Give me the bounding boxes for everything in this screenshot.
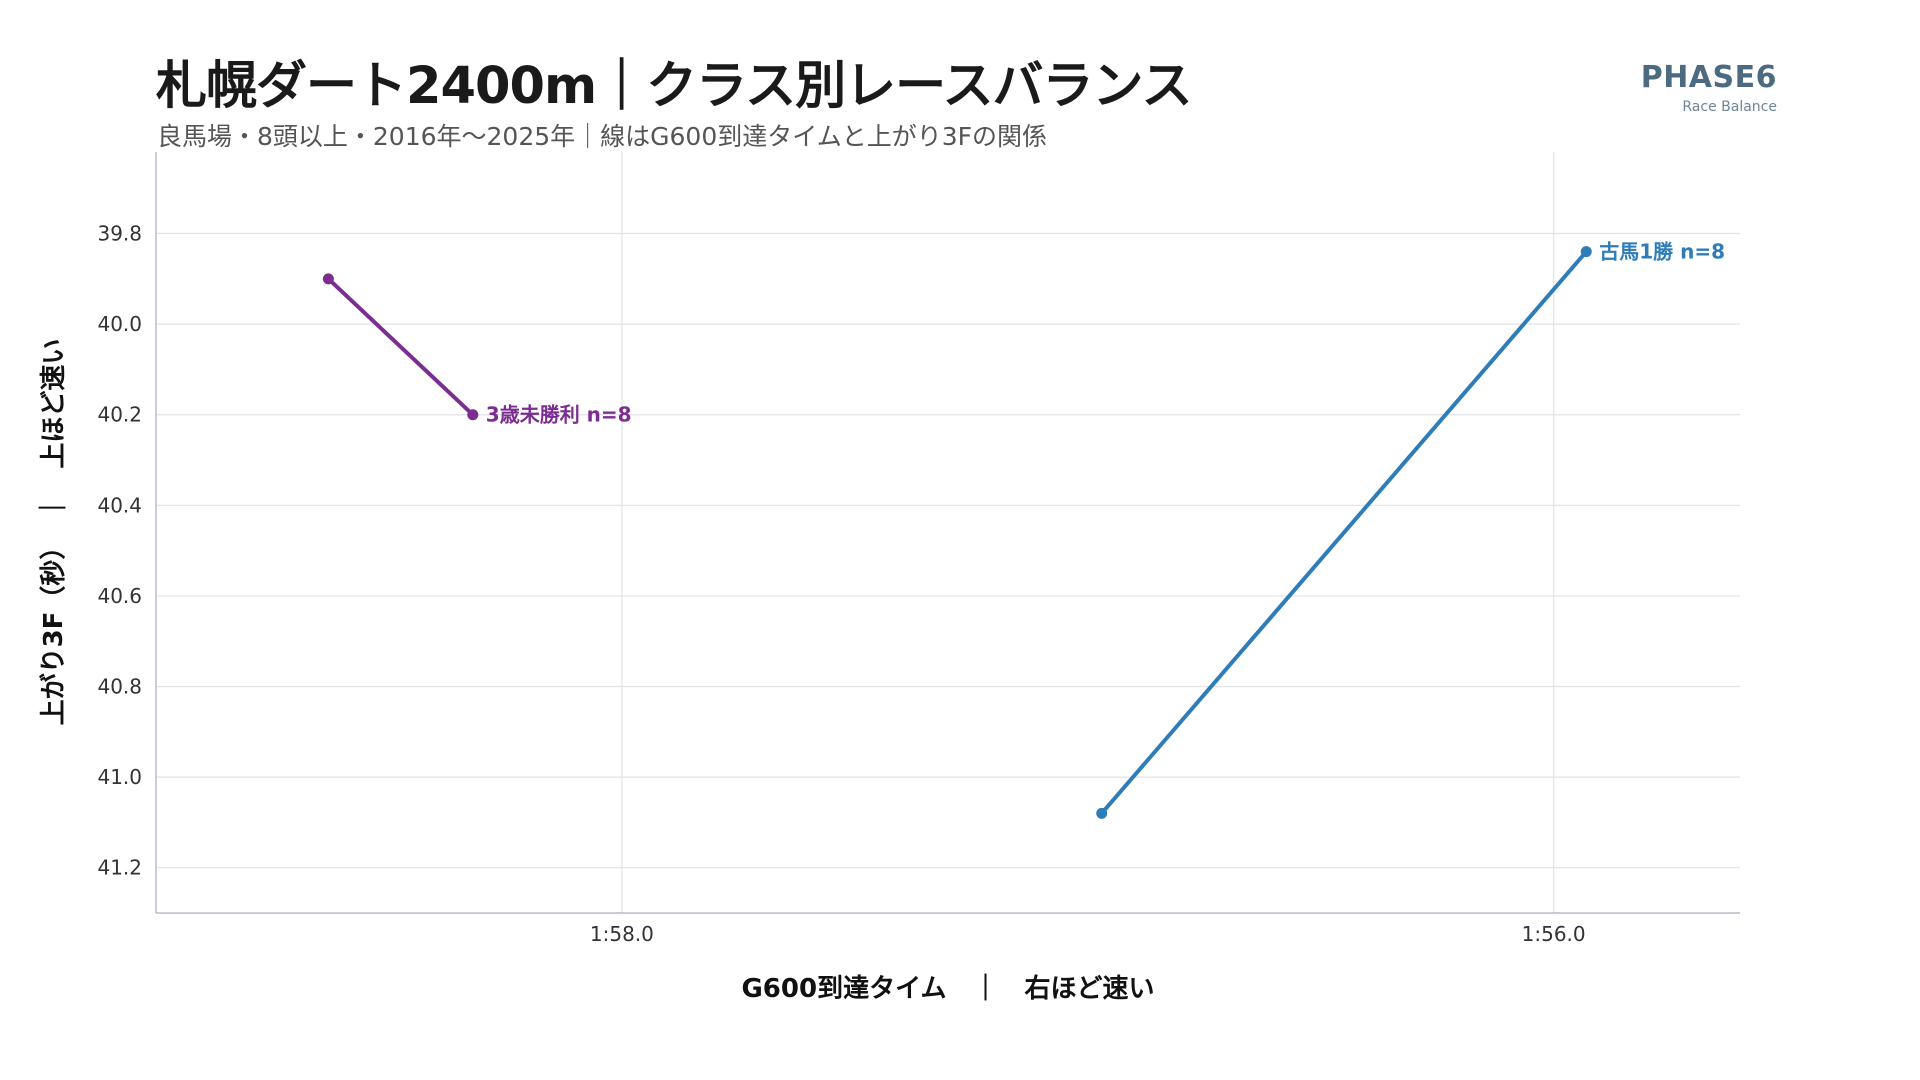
y-tick-label: 40.2 — [97, 403, 142, 427]
x-tick-label: 1:58.0 — [590, 922, 654, 946]
data-point — [322, 273, 334, 285]
chart-subtitle: 良馬場・8頭以上・2016年〜2025年｜線はG600到達タイムと上がり3Fの関… — [157, 122, 1048, 151]
y-tick-labels: 39.8 40.0 40.2 40.4 40.6 40.8 41.0 41.2 — [97, 222, 142, 880]
data-point — [1096, 807, 1108, 819]
x-tick-labels: 1:58.0 1:56.0 — [590, 922, 1586, 946]
y-tick-label: 39.8 — [97, 222, 142, 246]
series-layer: 3歳未勝利 n=8 古馬1勝 n=8 — [322, 240, 1725, 819]
series-group: 古馬1勝 n=8 — [1096, 240, 1725, 819]
x-axis-title: G600到達タイム ｜ 右ほど速い — [741, 973, 1154, 1004]
y-tick-label: 40.0 — [97, 312, 142, 336]
data-point — [1580, 246, 1592, 258]
series-line — [1099, 249, 1589, 816]
series-label: 3歳未勝利 n=8 — [486, 403, 632, 427]
y-tick-label: 41.2 — [97, 856, 142, 880]
chart-title: 札幌ダート2400m｜クラス別レースバランス — [156, 57, 1192, 116]
axes — [155, 152, 1740, 914]
y-tick-label: 40.8 — [97, 675, 142, 699]
x-tick-label: 1:56.0 — [1522, 922, 1586, 946]
brand-name: PHASE6 — [1640, 60, 1777, 95]
series-line — [326, 276, 475, 417]
series-label: 古馬1勝 n=8 — [1599, 240, 1725, 264]
y-tick-label: 40.6 — [97, 584, 142, 608]
brand-subtitle: Race Balance — [1682, 99, 1777, 115]
y-axis-title: 上がり3F（秒） ｜ 上ほど速い — [38, 339, 69, 726]
y-tick-label: 40.4 — [97, 493, 142, 517]
series-group: 3歳未勝利 n=8 — [322, 273, 632, 427]
brand-block: PHASE6 Race Balance — [1641, 60, 1777, 115]
y-tick-label: 41.0 — [97, 765, 142, 789]
grid-lines — [156, 152, 1740, 913]
data-point — [467, 409, 479, 421]
